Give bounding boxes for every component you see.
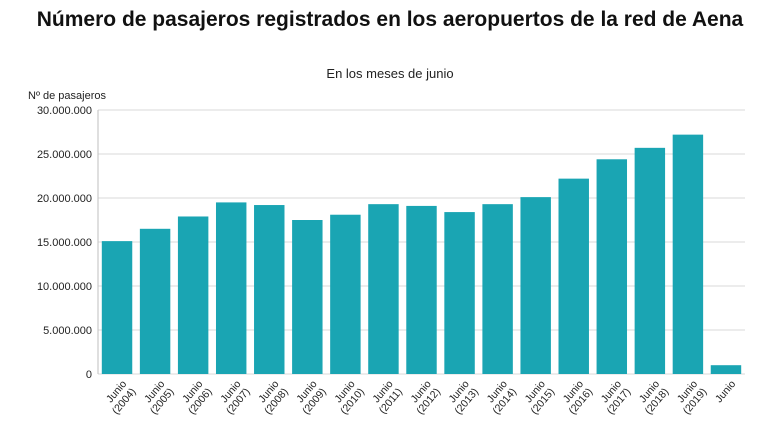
bar — [101, 241, 133, 374]
y-axis-label: Nº de pasajeros — [28, 90, 107, 102]
y-axis-ticks: 0 5.000.000 10.000.000 15.000.000 20.000.000… — [37, 105, 92, 381]
bar — [710, 365, 742, 374]
x-tick-label: Junio(2005) — [139, 378, 177, 417]
y-tick-label: 25.000.000 — [37, 149, 92, 161]
x-tick-label-line1: Junio — [713, 378, 738, 405]
x-tick-label: Junio(2009) — [291, 378, 329, 417]
bar — [520, 197, 551, 374]
x-tick-label: Junio(2007) — [215, 378, 253, 417]
y-tick-label: 5.000.000 — [43, 325, 92, 337]
x-tick-label: Junio(2006) — [177, 378, 215, 417]
bar — [482, 204, 513, 374]
x-tick-label: Junio(2010) — [329, 378, 367, 417]
x-tick-label: Junio(2012) — [405, 378, 443, 417]
bar — [215, 202, 247, 374]
bar — [444, 212, 475, 374]
y-tick-label: 20.000.000 — [37, 193, 92, 205]
chart-subtitle: En los meses de junio — [326, 66, 454, 81]
chart-title: Número de pasajeros registrados en los a… — [36, 8, 744, 31]
x-tick-label: Junio(2019) — [672, 378, 710, 417]
y-tick-label: 15.000.000 — [37, 237, 92, 249]
x-tick-label: Junio(2011) — [368, 378, 405, 416]
x-tick-label: Junio(2008) — [253, 378, 291, 417]
bar — [672, 134, 704, 374]
x-tick-label: Junio(2013) — [443, 378, 481, 417]
x-axis-ticks: Junio(2004) Junio(2005) Junio(2006) Junio(2… — [101, 378, 738, 417]
x-tick-label: Junio(2016) — [557, 378, 595, 417]
bars — [101, 134, 742, 374]
bar — [254, 205, 285, 374]
bar — [406, 205, 437, 374]
bar — [177, 216, 209, 374]
y-tick-label: 30.000.000 — [37, 105, 92, 117]
y-tick-label: 0 — [86, 369, 92, 381]
x-tick-label: Junio(2015) — [519, 378, 557, 417]
bar — [330, 214, 361, 374]
bar — [368, 204, 399, 374]
x-tick-label: Junio(2004) — [101, 378, 139, 417]
x-tick-label: Junio(2018) — [633, 378, 671, 417]
bar — [596, 159, 628, 374]
bar — [139, 228, 171, 374]
bar — [292, 220, 323, 374]
bar — [558, 178, 589, 374]
x-tick-label: Junio — [713, 378, 738, 405]
y-tick-label: 10.000.000 — [37, 281, 92, 293]
bar — [634, 147, 666, 374]
x-tick-label: Junio(2014) — [481, 378, 519, 417]
x-tick-label: Junio(2017) — [595, 378, 633, 417]
